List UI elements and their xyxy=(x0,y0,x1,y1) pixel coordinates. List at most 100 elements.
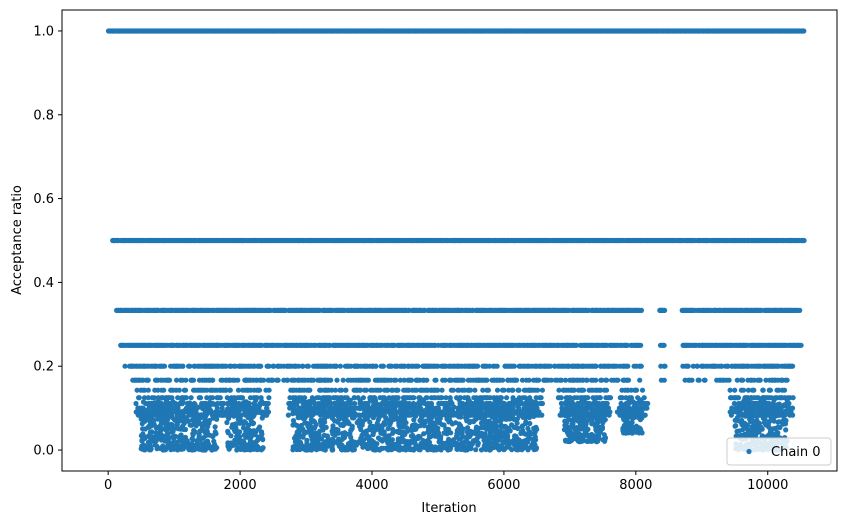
data-point xyxy=(790,363,796,369)
data-point xyxy=(261,377,267,383)
data-point xyxy=(305,363,311,369)
data-point xyxy=(248,439,254,445)
data-point xyxy=(615,377,621,383)
data-point xyxy=(193,411,199,417)
data-point xyxy=(662,307,668,313)
data-point xyxy=(593,377,599,383)
data-point xyxy=(539,400,546,407)
data-point xyxy=(209,446,215,452)
data-point xyxy=(726,377,732,383)
data-point xyxy=(145,377,151,383)
data-point xyxy=(740,377,746,383)
data-point xyxy=(514,377,520,383)
data-point xyxy=(536,377,542,383)
data-point xyxy=(176,387,182,393)
data-point xyxy=(227,387,233,393)
data-point xyxy=(142,434,148,440)
data-point xyxy=(363,387,369,393)
data-point xyxy=(212,424,218,430)
data-point xyxy=(225,428,231,434)
data-point xyxy=(510,387,516,393)
data-point xyxy=(177,437,183,443)
data-point xyxy=(224,419,230,426)
data-point xyxy=(307,387,313,393)
data-point xyxy=(139,421,145,427)
data-point xyxy=(235,403,242,409)
data-point xyxy=(265,400,271,407)
data-point xyxy=(638,307,645,313)
data-point xyxy=(377,387,383,393)
data-point xyxy=(210,395,216,401)
data-point xyxy=(197,428,203,434)
data-point xyxy=(243,420,249,426)
data-point xyxy=(259,415,265,421)
data-point xyxy=(415,363,421,369)
data-point xyxy=(198,437,204,443)
data-point xyxy=(603,387,610,393)
data-point xyxy=(183,415,189,421)
data-point xyxy=(757,377,763,383)
data-point xyxy=(539,412,545,418)
data-point xyxy=(801,237,807,244)
data-point xyxy=(168,401,174,407)
data-point xyxy=(212,429,218,435)
data-point xyxy=(243,442,249,448)
data-point xyxy=(253,444,259,450)
data-point xyxy=(696,377,702,383)
data-point xyxy=(539,387,546,393)
data-point xyxy=(727,387,733,393)
data-point xyxy=(246,406,252,412)
data-point xyxy=(202,447,208,453)
data-point xyxy=(122,363,128,369)
data-point xyxy=(202,439,208,445)
data-point xyxy=(373,363,379,369)
data-point xyxy=(214,416,220,422)
data-point xyxy=(253,439,259,445)
data-point xyxy=(189,404,195,410)
data-point xyxy=(702,377,708,383)
data-point xyxy=(186,446,192,452)
data-point xyxy=(235,377,241,383)
data-point xyxy=(604,377,610,383)
data-point xyxy=(625,377,632,383)
data-point xyxy=(467,387,473,393)
data-point xyxy=(535,387,541,393)
data-point xyxy=(228,440,234,446)
data-point xyxy=(158,428,164,434)
data-point xyxy=(526,377,532,383)
data-point xyxy=(191,447,197,453)
data-point xyxy=(161,363,168,369)
data-point xyxy=(784,377,790,383)
data-point xyxy=(558,395,564,401)
data-point xyxy=(661,342,667,348)
data-point xyxy=(473,447,479,453)
data-point xyxy=(411,395,417,401)
data-point xyxy=(187,422,193,428)
data-point xyxy=(179,397,185,403)
data-point xyxy=(179,423,186,429)
data-point xyxy=(258,363,264,369)
data-point xyxy=(380,363,386,369)
data-point xyxy=(689,377,695,383)
data-point xyxy=(146,404,152,410)
data-point xyxy=(604,400,610,407)
data-point xyxy=(639,387,646,393)
data-point xyxy=(332,387,338,393)
data-point xyxy=(662,363,668,369)
data-point xyxy=(475,363,481,369)
data-point xyxy=(767,387,774,393)
data-point xyxy=(504,395,510,401)
data-point xyxy=(204,407,210,413)
data-point xyxy=(511,363,517,369)
data-point xyxy=(638,363,644,369)
data-point xyxy=(231,413,237,419)
data-point xyxy=(460,377,466,383)
data-point xyxy=(210,377,216,383)
data-point xyxy=(256,403,262,409)
data-point xyxy=(264,412,270,418)
data-point xyxy=(472,387,478,393)
data-point xyxy=(606,412,612,418)
data-point xyxy=(250,414,256,420)
data-point xyxy=(365,377,371,383)
data-point xyxy=(790,395,796,401)
